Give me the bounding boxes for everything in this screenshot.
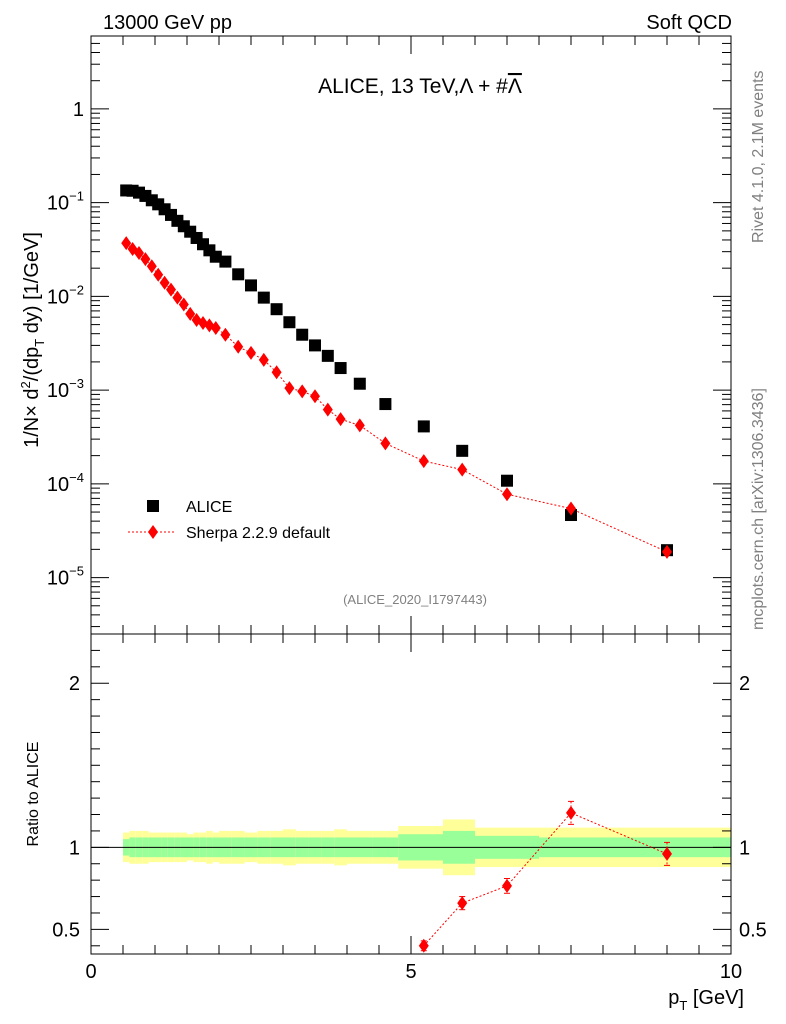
- alice-point: [283, 316, 296, 329]
- x-tick-label: 10: [720, 961, 742, 983]
- y-tick-label: 10−5: [47, 564, 84, 590]
- x-tick-label: 5: [405, 961, 416, 983]
- sherpa-point: [335, 412, 346, 427]
- legend-marker-alice: [147, 500, 159, 512]
- sherpa-point: [166, 282, 176, 297]
- ratio-y-tick-label: 1: [69, 837, 80, 859]
- y-tick-label: 1: [73, 99, 84, 121]
- sherpa-point: [185, 306, 196, 321]
- sherpa-point: [271, 365, 282, 380]
- ratio-plot: 0.5 0.5 1 1 2 2 0 5 10 Ratio to ALICE pT [GeV]: [25, 633, 767, 1013]
- x-axis-label: pT [GeV]: [668, 987, 744, 1013]
- chart-title: ALICE, 13 TeV,Λ + #Λ: [318, 75, 522, 98]
- sherpa-point: [310, 389, 320, 404]
- alice-point: [296, 328, 309, 341]
- alice-point: [232, 268, 245, 281]
- ratio-sherpa-point: [502, 878, 512, 893]
- y-tick-label: 10−1: [47, 189, 84, 215]
- sherpa-point: [258, 352, 269, 367]
- sherpa-point: [172, 290, 183, 305]
- sherpa-point: [146, 259, 157, 274]
- main-y-axis-label: 1/N× d2/(dpT dy) [1/GeV]: [18, 232, 47, 448]
- ratio-y-tick-label: 0.5: [52, 919, 80, 941]
- sherpa-point: [178, 297, 189, 312]
- sherpa-point: [210, 320, 221, 335]
- sherpa-point: [297, 384, 308, 399]
- sherpa-point: [233, 339, 244, 354]
- sherpa-point: [566, 501, 576, 516]
- sherpa-point: [140, 252, 151, 267]
- alice-point: [456, 444, 469, 457]
- header-right: Soft QCD: [646, 12, 732, 34]
- alice-point: [257, 291, 270, 304]
- sherpa-point: [246, 345, 256, 360]
- alice-point: [379, 398, 392, 411]
- sherpa-point: [380, 436, 391, 451]
- alice-point: [309, 339, 321, 352]
- sherpa-point: [134, 246, 144, 261]
- main-plot: 10−5 10−4 10−3 10−2 10−1 1 ALICE, 13 TeV,Λ + …: [18, 35, 732, 635]
- legend-marker-sherpa: [148, 525, 158, 539]
- analysis-id: (ALICE_2020_I1797443): [343, 592, 487, 607]
- alice-point: [334, 362, 347, 375]
- sherpa-line: [125, 242, 668, 553]
- x-tick-label: 0: [85, 961, 96, 983]
- alice-point: [501, 474, 513, 487]
- alice-point: [270, 303, 283, 316]
- y-tick-label: 10−2: [47, 282, 84, 308]
- sherpa-point: [662, 544, 672, 559]
- ratio-y-tick-label-right: 0.5: [739, 919, 767, 941]
- sherpa-point: [153, 267, 164, 282]
- ratio-y-tick-label-right: 2: [739, 673, 750, 695]
- alice-point: [353, 377, 366, 390]
- y-tick-label: 10−3: [47, 376, 84, 402]
- alice-point: [219, 255, 232, 268]
- alice-point: [209, 250, 222, 263]
- sherpa-point: [322, 402, 333, 417]
- mcplots-credit: mcplots.cern.ch [arXiv:1306.3436]: [750, 388, 767, 630]
- ratio-sherpa-point: [418, 938, 429, 953]
- legend-label-sherpa: Sherpa 2.2.9 default: [186, 525, 331, 542]
- sherpa-point: [220, 327, 231, 342]
- alice-point: [245, 279, 257, 292]
- ratio-sherpa-point: [662, 846, 672, 861]
- ratio-y-tick-label-right: 1: [739, 837, 750, 859]
- sherpa-point: [418, 454, 429, 469]
- alice-point: [321, 349, 334, 362]
- main-plot-frame: [90, 35, 732, 635]
- rivet-version: Rivet 4.1.0, 2.1M events: [750, 70, 767, 243]
- ratio-plot-frame: [90, 633, 732, 955]
- ratio-y-tick-label: 2: [69, 673, 80, 695]
- legend-label-alice: ALICE: [186, 499, 232, 516]
- y-tick-label: 10−4: [47, 470, 84, 496]
- ratio-sherpa-point: [566, 805, 576, 820]
- sherpa-point: [354, 418, 365, 433]
- sherpa-point: [159, 275, 170, 290]
- sherpa-point: [121, 236, 132, 251]
- header-left: 13000 GeV pp: [103, 12, 232, 34]
- ratio-sherpa-point: [457, 896, 468, 911]
- sherpa-point: [457, 462, 468, 477]
- sherpa-point: [502, 487, 512, 502]
- alice-point: [417, 420, 430, 433]
- sherpa-point: [284, 381, 295, 396]
- ratio-y-axis-label: Ratio to ALICE: [25, 742, 42, 847]
